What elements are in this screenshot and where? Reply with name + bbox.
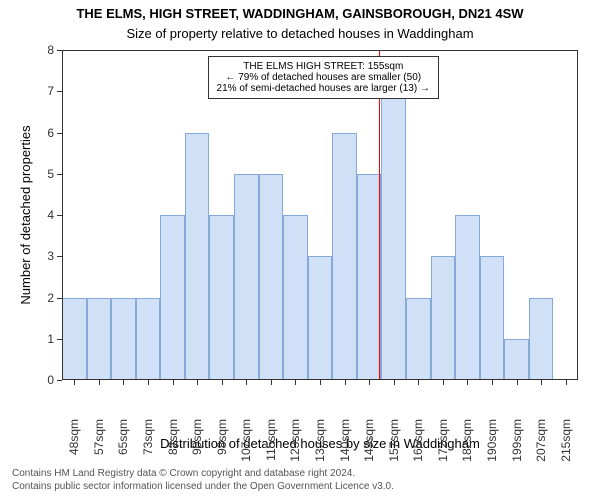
xtick-label: 157sqm <box>387 419 401 469</box>
bar <box>431 256 456 380</box>
ytick-label: 0 <box>34 373 54 387</box>
xtick-mark <box>74 380 75 385</box>
xtick-mark <box>271 380 272 385</box>
chart-container: THE ELMS, HIGH STREET, WADDINGHAM, GAINS… <box>0 0 600 500</box>
footer-line-1: Contains HM Land Registry data © Crown c… <box>12 468 394 481</box>
bar <box>62 298 87 381</box>
chart-suptitle: THE ELMS, HIGH STREET, WADDINGHAM, GAINS… <box>0 6 600 21</box>
y-axis-label: Number of detached properties <box>18 50 33 380</box>
xtick-mark <box>295 380 296 385</box>
footer-text: Contains HM Land Registry data © Crown c… <box>12 468 394 493</box>
xtick-mark <box>173 380 174 385</box>
bar <box>283 215 308 380</box>
xtick-label: 115sqm <box>264 419 278 469</box>
reference-line <box>379 50 380 380</box>
xtick-mark <box>566 380 567 385</box>
bar <box>332 133 357 381</box>
xtick-label: 182sqm <box>460 419 474 469</box>
xtick-label: 98sqm <box>215 419 229 469</box>
chart-title: Size of property relative to detached ho… <box>0 26 600 41</box>
ytick-label: 8 <box>34 43 54 57</box>
footer-line-2: Contains public sector information licen… <box>12 481 394 494</box>
ytick-mark <box>57 215 62 216</box>
xtick-mark <box>123 380 124 385</box>
bar <box>529 298 554 381</box>
bar <box>234 174 259 380</box>
bar <box>87 298 112 381</box>
xtick-mark <box>99 380 100 385</box>
bar <box>160 215 185 380</box>
bar <box>259 174 284 380</box>
xtick-label: 107sqm <box>239 419 253 469</box>
xtick-label: 165sqm <box>411 419 425 469</box>
bar <box>308 256 333 380</box>
xtick-mark <box>320 380 321 385</box>
xtick-mark <box>517 380 518 385</box>
annotation-line-2: ← 79% of detached houses are smaller (50… <box>217 72 430 83</box>
ytick-label: 7 <box>34 84 54 98</box>
ytick-mark <box>57 50 62 51</box>
ytick-mark <box>57 298 62 299</box>
xtick-label: 123sqm <box>288 419 302 469</box>
xtick-mark <box>222 380 223 385</box>
ytick-mark <box>57 256 62 257</box>
xtick-label: 215sqm <box>559 419 573 469</box>
xtick-label: 140sqm <box>338 419 352 469</box>
xtick-label: 149sqm <box>362 419 376 469</box>
xtick-mark <box>369 380 370 385</box>
annotation-box: THE ELMS HIGH STREET: 155sqm ← 79% of de… <box>208 56 439 99</box>
xtick-label: 90sqm <box>190 419 204 469</box>
ytick-mark <box>57 174 62 175</box>
xtick-mark <box>148 380 149 385</box>
ytick-mark <box>57 133 62 134</box>
bar <box>209 215 234 380</box>
xtick-label: 199sqm <box>510 419 524 469</box>
xtick-label: 57sqm <box>92 419 106 469</box>
xtick-label: 73sqm <box>141 419 155 469</box>
xtick-mark <box>492 380 493 385</box>
xtick-mark <box>197 380 198 385</box>
bar <box>111 298 136 381</box>
ytick-mark <box>57 380 62 381</box>
ytick-label: 4 <box>34 208 54 222</box>
bar <box>381 91 406 380</box>
ytick-label: 3 <box>34 249 54 263</box>
ytick-mark <box>57 91 62 92</box>
bar <box>504 339 529 380</box>
xtick-mark <box>246 380 247 385</box>
plot-area: THE ELMS HIGH STREET: 155sqm ← 79% of de… <box>62 50 578 380</box>
bar <box>406 298 431 381</box>
xtick-mark <box>394 380 395 385</box>
bar <box>136 298 161 381</box>
ytick-label: 2 <box>34 291 54 305</box>
ytick-label: 1 <box>34 332 54 346</box>
xtick-mark <box>541 380 542 385</box>
annotation-line-3: 21% of semi-detached houses are larger (… <box>217 83 430 94</box>
xtick-label: 65sqm <box>116 419 130 469</box>
xtick-mark <box>467 380 468 385</box>
annotation-line-1: THE ELMS HIGH STREET: 155sqm <box>217 61 430 72</box>
bar <box>185 133 210 381</box>
bar <box>455 215 480 380</box>
ytick-label: 6 <box>34 126 54 140</box>
ytick-label: 5 <box>34 167 54 181</box>
xtick-label: 48sqm <box>67 419 81 469</box>
xtick-label: 190sqm <box>485 419 499 469</box>
bar <box>480 256 505 380</box>
bar <box>357 174 382 380</box>
xtick-label: 82sqm <box>166 419 180 469</box>
ytick-mark <box>57 339 62 340</box>
xtick-label: 132sqm <box>313 419 327 469</box>
xtick-label: 207sqm <box>534 419 548 469</box>
xtick-mark <box>443 380 444 385</box>
xtick-label: 172sqm <box>436 419 450 469</box>
xtick-mark <box>418 380 419 385</box>
xtick-mark <box>345 380 346 385</box>
